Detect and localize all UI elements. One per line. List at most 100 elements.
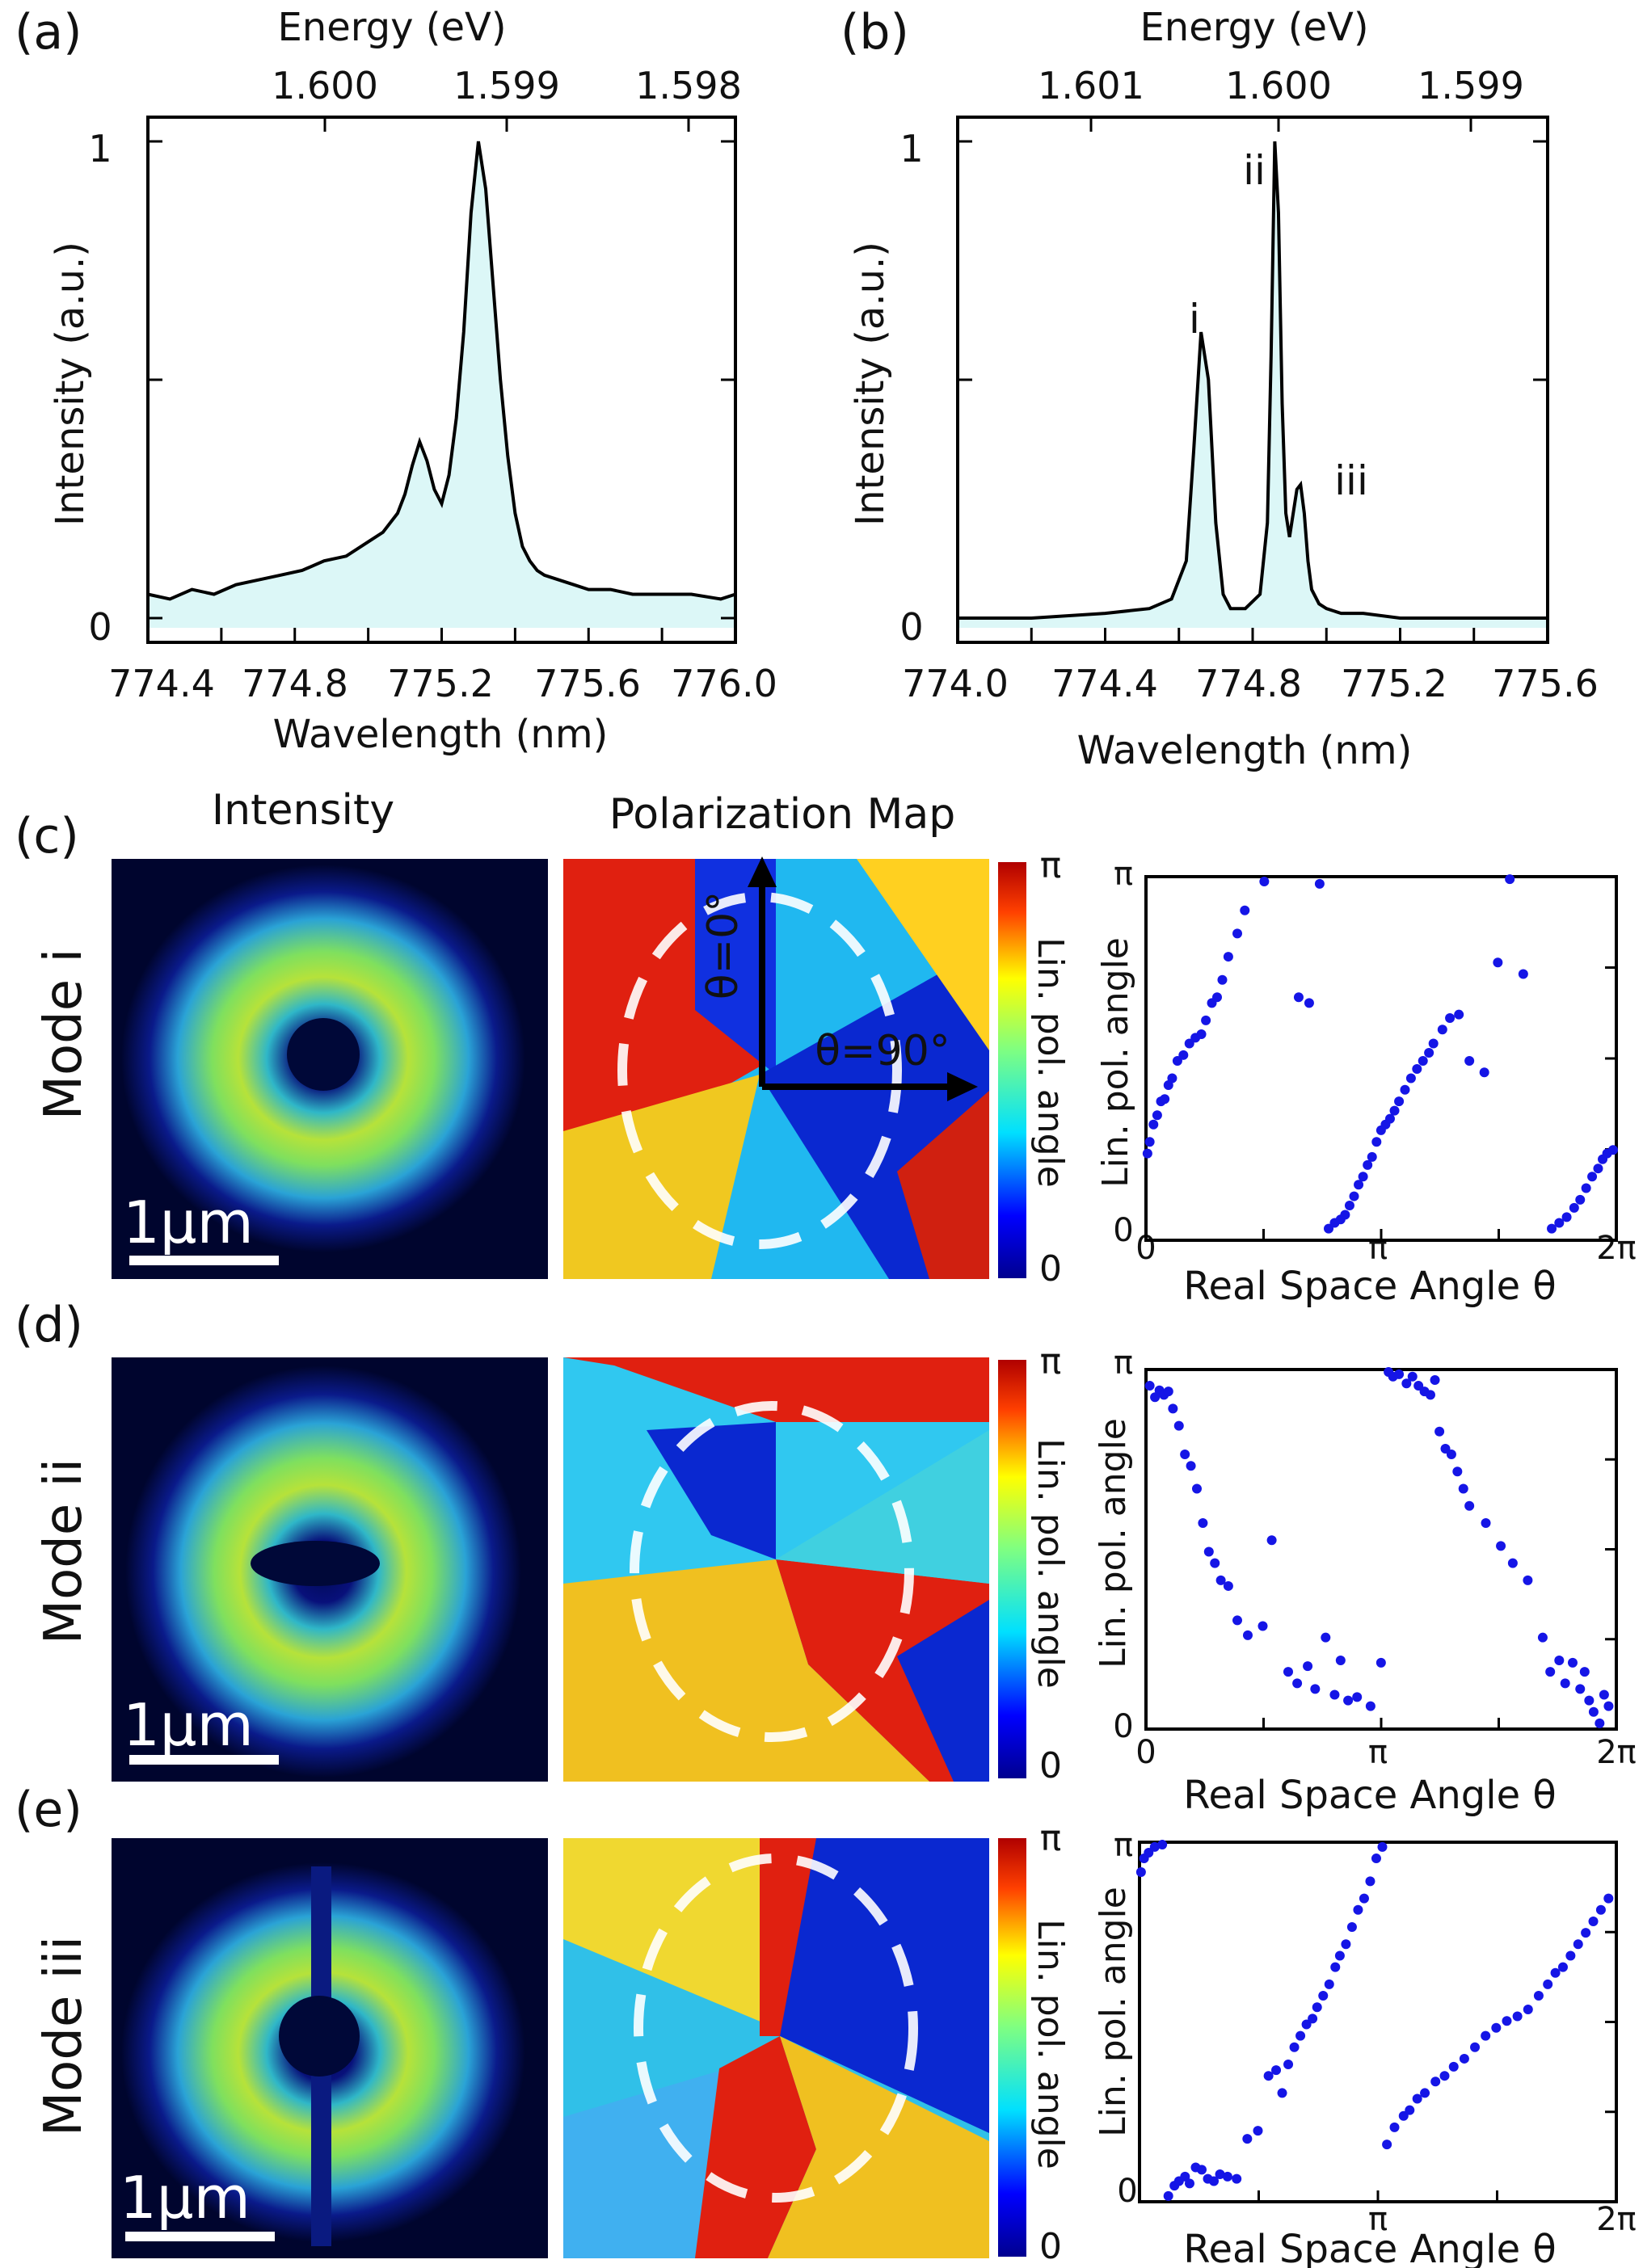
data-point — [1550, 1967, 1561, 1978]
data-point — [1371, 1137, 1382, 1147]
data-point — [1377, 1841, 1388, 1852]
row-mode-iii: Mode iii 1µm π 0 Lin. pol. angle Lin. — [34, 1818, 1637, 2268]
data-point — [1588, 1706, 1599, 1717]
dashed-ring — [634, 1854, 918, 2203]
data-point — [1303, 1661, 1313, 1672]
spectrum-area-fill — [958, 141, 1548, 628]
data-point — [1289, 2042, 1300, 2052]
data-point — [1242, 1630, 1253, 1640]
y-axis-label: Lin. pol. angle — [1093, 1418, 1134, 1668]
scatter-chart-mode-i: Lin. pol. angle Real Space Angle θ 0 π 2… — [1095, 856, 1637, 1309]
data-point — [1340, 1210, 1350, 1220]
data-point — [1481, 2030, 1491, 2041]
data-point — [1502, 2016, 1512, 2026]
data-point — [1384, 1113, 1395, 1124]
data-point — [1365, 1876, 1375, 1887]
top-tick-label: 1.600 — [272, 64, 378, 107]
data-point — [1215, 2169, 1225, 2180]
x-tick-label: 2π — [1596, 2201, 1637, 2238]
data-point — [1223, 1580, 1233, 1591]
data-point — [1595, 1904, 1606, 1915]
data-point — [1588, 1916, 1599, 1926]
data-point — [1437, 1025, 1447, 1035]
data-point — [1533, 1991, 1544, 2001]
data-point — [1242, 2134, 1253, 2144]
x-tick-label: π — [1368, 1230, 1388, 1267]
data-point — [1353, 1904, 1363, 1915]
data-point — [1167, 1073, 1177, 1084]
x-axis-label: Real Space Angle θ — [1183, 1264, 1556, 1309]
data-point — [1253, 2126, 1263, 2136]
data-point — [1196, 2165, 1207, 2175]
data-point — [1178, 1050, 1189, 1060]
y-tick-label: 0 — [1113, 1212, 1133, 1249]
panel-label-e: (e) — [15, 1782, 82, 1838]
data-point — [1581, 1183, 1591, 1193]
data-point — [1599, 1689, 1609, 1700]
data-point — [1293, 992, 1304, 1003]
data-point — [1430, 2077, 1441, 2087]
data-point — [1446, 1450, 1456, 1460]
data-point — [1424, 1047, 1434, 1058]
top-tick-label: 1.601 — [1038, 64, 1144, 107]
data-point — [1318, 1991, 1329, 2001]
data-point — [1168, 1403, 1178, 1414]
data-point — [1352, 1692, 1363, 1702]
x-axis-label: Wavelength (nm) — [1077, 728, 1413, 773]
data-point — [1163, 1386, 1173, 1397]
data-point — [1448, 2061, 1459, 2072]
peak-label-iii: iii — [1334, 457, 1368, 504]
y-tick-label: π — [1114, 1827, 1133, 1864]
data-point — [1180, 1450, 1190, 1460]
data-point — [1470, 2042, 1481, 2052]
data-point — [1464, 1055, 1475, 1066]
data-point — [1259, 876, 1270, 886]
data-point — [1428, 1038, 1439, 1049]
data-point — [1575, 1684, 1586, 1694]
row-label: Mode ii — [34, 1458, 94, 1644]
data-point — [1491, 2022, 1502, 2033]
data-point — [1425, 1390, 1435, 1400]
row-mode-i: Mode i 1µm θ=0° θ=90° π 0 — [34, 845, 1637, 1309]
x-axis-label: Wavelength (nm) — [273, 712, 609, 757]
data-point — [1420, 2088, 1430, 2098]
panel-label-b: (b) — [840, 4, 909, 61]
data-point — [1329, 1689, 1340, 1700]
data-point — [1567, 1657, 1578, 1668]
data-point — [1595, 1718, 1605, 1728]
data-point — [1184, 2178, 1194, 2189]
y-tick-label: π — [1114, 856, 1133, 893]
plot-frame — [1144, 875, 1618, 1242]
data-point — [1454, 1009, 1464, 1020]
data-point — [1310, 1684, 1321, 1694]
y-axis-label: Lin. pol. angle — [1095, 937, 1136, 1188]
data-point — [1584, 1695, 1595, 1706]
colorbar: π 0 Lin. pol. angle — [998, 845, 1071, 1290]
panel-label-d: (d) — [15, 1297, 83, 1353]
data-point — [1330, 1962, 1341, 1972]
data-point — [1523, 1575, 1533, 1585]
data-point — [1349, 1191, 1359, 1201]
spectrum-area-fill — [148, 141, 735, 628]
data-point — [1144, 1137, 1155, 1147]
data-point — [1157, 1840, 1168, 1850]
data-point — [1295, 2030, 1306, 2041]
data-point — [1358, 1172, 1368, 1182]
top-axis-label: Energy (eV) — [277, 5, 506, 50]
data-point — [1343, 1695, 1354, 1706]
data-point — [1198, 1518, 1208, 1529]
data-point — [1222, 2171, 1232, 2182]
data-point — [1434, 1426, 1445, 1437]
data-point — [1401, 1378, 1412, 1389]
data-point — [1565, 1950, 1576, 1961]
data-point — [1334, 1950, 1345, 1961]
theta90-label: θ=90° — [815, 1027, 950, 1075]
data-point — [1203, 1546, 1214, 1557]
x-tick-label: 2π — [1596, 1734, 1637, 1771]
data-point — [1346, 1922, 1357, 1933]
data-point — [1496, 1541, 1506, 1551]
data-point — [1258, 1621, 1268, 1631]
top-tick-label: 1.598 — [635, 64, 742, 107]
data-point — [1430, 1374, 1440, 1385]
